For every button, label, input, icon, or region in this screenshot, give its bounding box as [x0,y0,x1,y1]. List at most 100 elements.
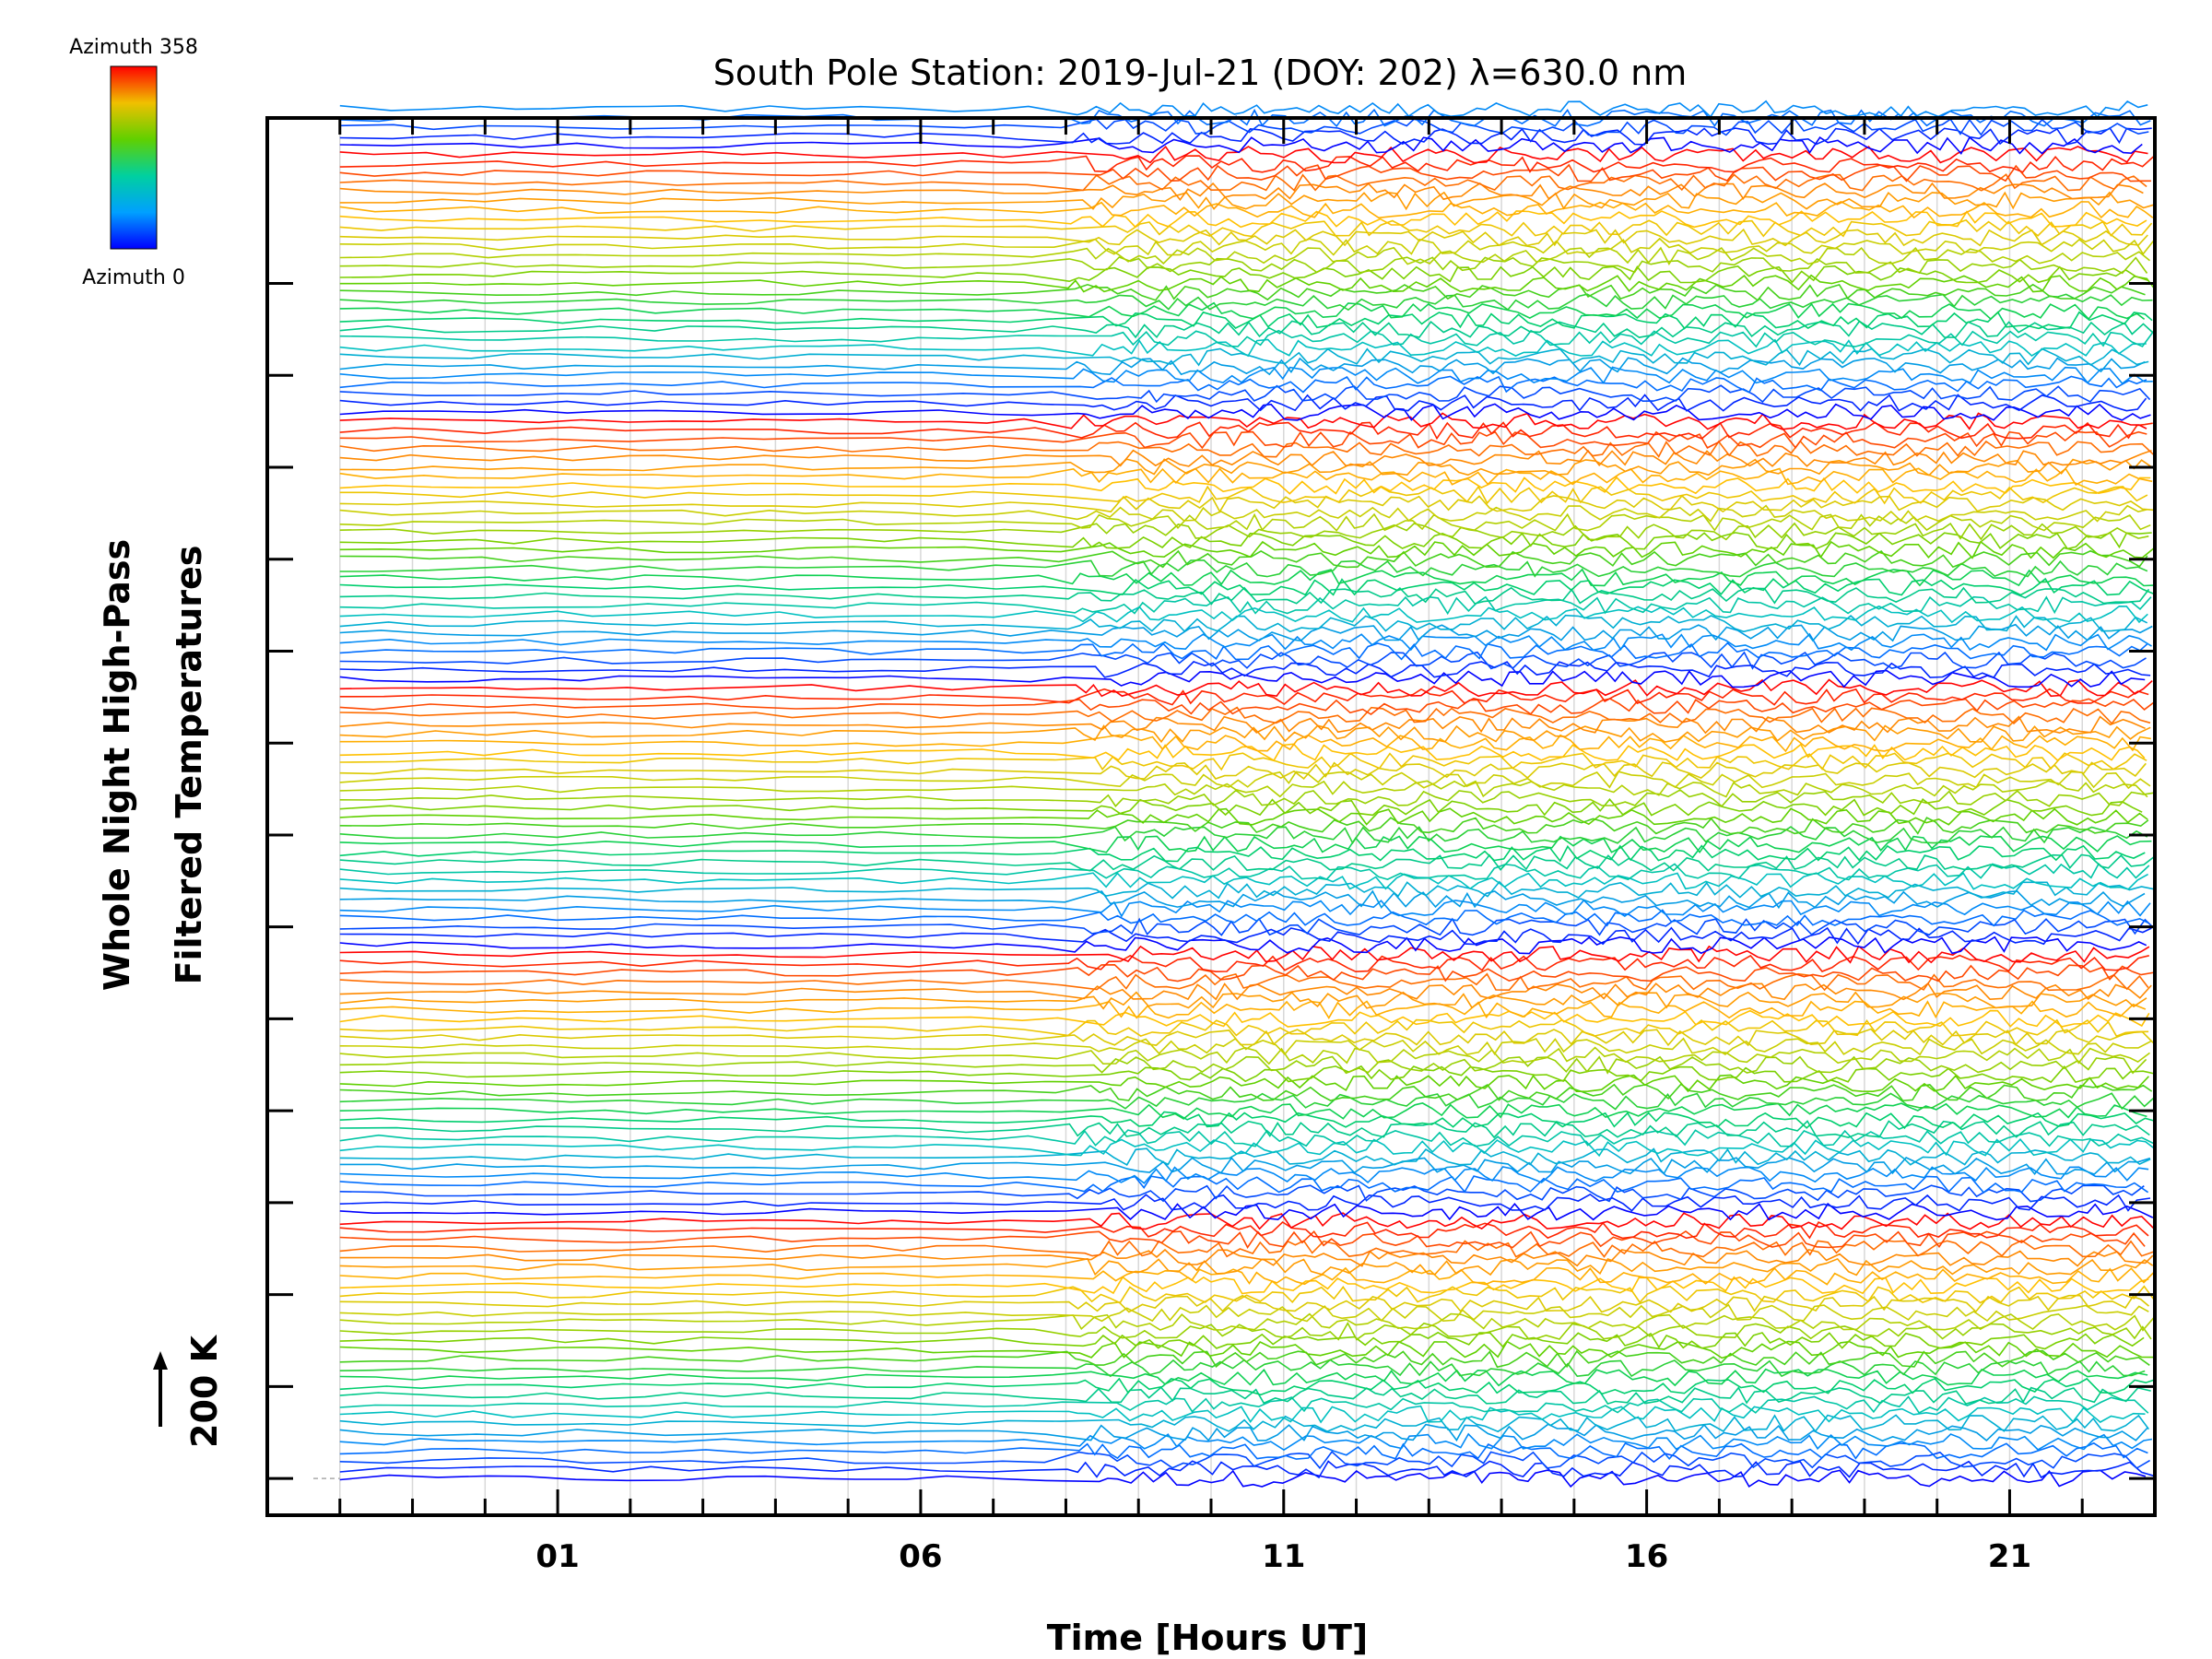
trace-line [339,512,2151,532]
trace-line [339,623,2153,642]
trace-line [339,1220,2149,1240]
trace-line [339,1414,2150,1433]
trace-line [339,1111,2155,1130]
trace-line [339,752,2147,771]
trace-line [339,1046,2150,1065]
trace-line [339,909,2149,927]
trace-line [339,724,2151,744]
trace-line [339,1000,2147,1019]
trace-line [339,1266,2155,1286]
trace-line [339,246,2151,265]
trace-line [339,1083,2153,1102]
trace-line [339,1120,2150,1139]
trace-line [339,301,2146,321]
x-tick-label: 01 [535,1538,579,1575]
trace-line [339,651,2147,670]
trace-line [339,798,2143,817]
trace-line [339,540,2154,559]
trace-line [339,449,2152,467]
trace-line [339,559,2148,578]
trace-line [339,771,2151,790]
trace-line [339,595,2152,616]
trace-line [339,476,2151,495]
trace-line [339,347,2149,367]
trace-line [339,835,2152,854]
trace-line [339,1230,2146,1249]
trace-line [339,1285,2155,1304]
trace-line [339,889,2146,910]
y-axis-label: Whole Night High-Pass Filtered Temperatu… [97,539,209,991]
trace-line [339,117,2149,136]
trace-line [339,412,2147,430]
trace-line [339,1423,2149,1442]
trace-line [339,1129,2154,1147]
trace-line [339,715,2146,735]
trace-line [339,1451,2151,1470]
trace-line [339,1018,2149,1038]
trace-line [339,743,2146,762]
trace-line [339,641,2148,661]
trace-line [339,1359,2146,1378]
trace-line [339,384,2151,404]
trace-line [339,1432,2153,1452]
trace-line [339,678,2153,698]
trace-line [339,237,2156,256]
trace-line [339,789,2155,807]
trace-line [339,1349,2150,1369]
trace-line [339,1147,2151,1166]
trace-line [339,265,2149,284]
axes [265,116,2157,1517]
trace-line [339,872,2148,890]
trace-line [339,191,2155,211]
trace-line [339,1055,2147,1075]
trace-line [339,1028,2156,1047]
trace-line [339,1377,2156,1396]
trace-line [339,1395,2149,1415]
trace-line [339,660,2151,678]
trace-line [339,706,2151,725]
trace-line [339,1294,2150,1313]
trace-line [339,586,2150,606]
chart-title: South Pole Station: 2019-Jul-21 (DOY: 20… [713,53,1688,93]
trace-line [339,963,2156,982]
trace-line [339,1157,2151,1175]
y-axis-label-line1: Whole Night High-Pass [97,539,137,991]
trace-line [339,688,2149,706]
scale-arrow-head [153,1351,168,1370]
trace-line [339,1441,2148,1461]
scale-indicator: 200 K [153,1334,225,1448]
trace-line [339,182,2144,202]
trace-line [339,494,2155,513]
trace-line [339,394,2147,412]
trace-line [339,1257,2154,1277]
colorbar-bottom-label: Azimuth 0 [82,266,185,289]
trace-line [339,1321,2152,1341]
trace-line [339,1202,2154,1221]
trace-line [339,1074,2149,1093]
trace-line [339,698,2156,715]
trace-line [339,283,2146,301]
trace-line [339,531,2152,550]
trace-line [339,1102,2147,1120]
trace-line [339,1248,2154,1267]
trace-line [339,826,2148,845]
trace-line [339,1312,2156,1332]
trace-line [339,1138,2155,1158]
trace-line [339,135,2143,155]
trace-line [339,440,2156,458]
trace-line [339,1065,2155,1084]
trace-line [339,1239,2154,1258]
trace-line [339,926,2152,946]
trace-line [339,817,2149,835]
trace-line [339,1037,2152,1056]
trace-line [339,421,2153,441]
trace-line [339,311,2153,330]
trace-line [339,467,2153,486]
trace-line [339,761,2147,780]
trace-line [339,228,2148,247]
trace-line [339,366,2153,385]
trace-line [339,880,2155,900]
trace-line [339,522,2149,541]
trace-line [339,577,2154,596]
trace-line [339,1175,2149,1194]
